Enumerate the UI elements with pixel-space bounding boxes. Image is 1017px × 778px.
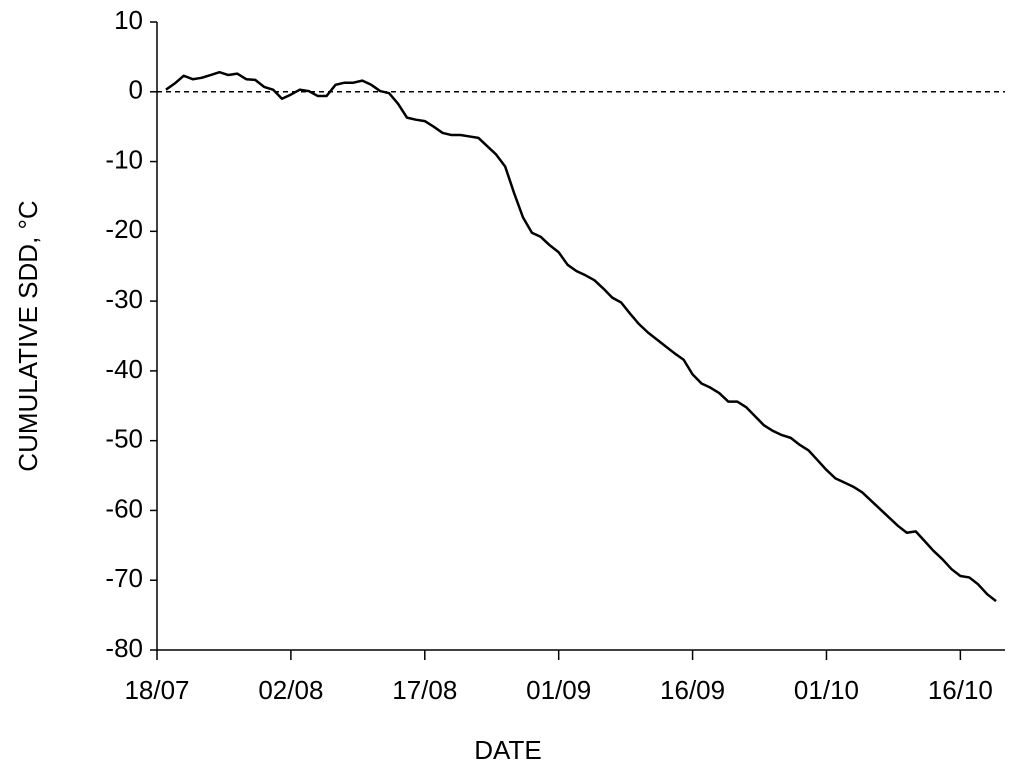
x-tick-label: 01/10 bbox=[794, 675, 859, 705]
y-axis-title: CUMULATIVE SDD, °C bbox=[13, 200, 43, 471]
y-tick-label: -20 bbox=[105, 214, 143, 244]
y-tick-label: 10 bbox=[114, 5, 143, 35]
x-tick-label: 02/08 bbox=[258, 675, 323, 705]
x-tick-label: 18/07 bbox=[124, 675, 189, 705]
y-tick-label: -60 bbox=[105, 493, 143, 523]
y-tick-label: -50 bbox=[105, 424, 143, 454]
x-tick-label: 16/10 bbox=[928, 675, 993, 705]
y-tick-label: -40 bbox=[105, 354, 143, 384]
y-tick-label: -80 bbox=[105, 633, 143, 663]
y-tick-label: 0 bbox=[129, 75, 143, 105]
data-line bbox=[165, 70, 997, 603]
x-tick-label: 17/08 bbox=[392, 675, 457, 705]
x-tick-label: 01/09 bbox=[526, 675, 591, 705]
y-tick-label: -30 bbox=[105, 284, 143, 314]
y-tick-label: -70 bbox=[105, 563, 143, 593]
y-tick-label: -10 bbox=[105, 144, 143, 174]
x-axis-title: DATE bbox=[474, 735, 541, 765]
x-tick-label: 16/09 bbox=[660, 675, 725, 705]
